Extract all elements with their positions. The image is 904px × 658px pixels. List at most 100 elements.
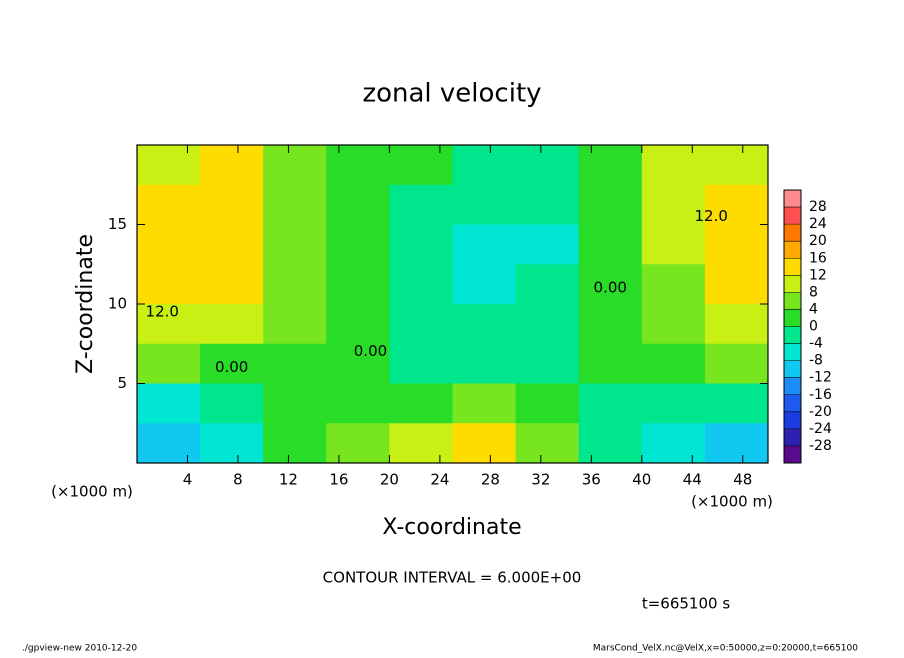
- cell: [137, 423, 201, 464]
- colorbar-bin: [784, 224, 801, 242]
- cell: [515, 184, 580, 225]
- cell: [704, 343, 769, 384]
- cell: [137, 224, 201, 265]
- cell: [389, 224, 453, 265]
- cell: [641, 184, 706, 225]
- cell: [326, 224, 390, 265]
- colorbar-label: -24: [809, 421, 832, 437]
- cell: [578, 145, 643, 186]
- x-tick-label: 12: [279, 471, 298, 489]
- colorbar-bin: [784, 445, 801, 463]
- colorbar-label: 28: [809, 199, 827, 215]
- cell: [515, 145, 580, 186]
- cell: [515, 423, 580, 464]
- contour-label: 12.0: [695, 207, 728, 225]
- cell: [137, 264, 201, 305]
- colorbar-bin: [784, 241, 801, 259]
- cell: [389, 264, 453, 305]
- cell: [578, 423, 643, 464]
- x-tick-label: 8: [233, 471, 243, 489]
- x-tick-label: 20: [380, 471, 399, 489]
- cell: [641, 145, 706, 186]
- cell: [578, 304, 643, 345]
- colorbar-bin: [784, 343, 801, 361]
- cell: [326, 383, 390, 424]
- cell: [578, 383, 643, 424]
- cell: [452, 383, 517, 424]
- cell: [389, 184, 453, 225]
- cell: [200, 145, 264, 186]
- colorbar-label: 12: [809, 267, 827, 283]
- cell: [200, 224, 264, 265]
- cell: [137, 383, 201, 424]
- cell: [704, 264, 769, 305]
- contour-interval: CONTOUR INTERVAL = 6.000E+00: [323, 569, 582, 587]
- cell: [326, 264, 390, 305]
- colorbar-bin: [784, 326, 801, 344]
- cell: [389, 343, 453, 384]
- cell: [326, 184, 390, 225]
- cell: [263, 145, 327, 186]
- cell: [515, 383, 580, 424]
- colorbar-bin: [784, 258, 801, 276]
- cell: [389, 145, 453, 186]
- colorbar-bin: [784, 360, 801, 378]
- cell: [326, 423, 390, 464]
- colorbar-bin: [784, 190, 801, 208]
- contour-label: 12.0: [146, 302, 179, 320]
- cell: [452, 224, 517, 265]
- x-tick-label: 44: [683, 471, 702, 489]
- cell: [263, 343, 327, 384]
- colorbar-label: 24: [809, 216, 827, 232]
- cell: [704, 423, 769, 464]
- colorbar-label: -4: [809, 336, 823, 352]
- colorbar-label: 16: [809, 250, 827, 266]
- colorbar-label: 0: [809, 319, 818, 335]
- x-axis-label: X-coordinate: [382, 515, 521, 540]
- colorbar-label: 8: [809, 284, 818, 300]
- colorbar-label: 20: [809, 233, 827, 249]
- cell: [200, 264, 264, 305]
- cell: [263, 383, 327, 424]
- x-tick-label: 28: [481, 471, 500, 489]
- cell: [200, 343, 264, 384]
- colorbar-bin: [784, 292, 801, 310]
- cell: [326, 304, 390, 345]
- time-label: t=665100 s: [642, 595, 730, 613]
- cell: [704, 184, 769, 225]
- colorbar-label: -8: [809, 353, 823, 369]
- colorbar-bin: [784, 309, 801, 327]
- cell: [452, 184, 517, 225]
- cell: [137, 304, 201, 345]
- cell: [263, 423, 327, 464]
- cell: [263, 184, 327, 225]
- colorbar-bin: [784, 275, 801, 293]
- x-tick-label: 36: [582, 471, 601, 489]
- x-tick-label: 32: [531, 471, 550, 489]
- cell: [200, 423, 264, 464]
- cell: [515, 304, 580, 345]
- y-tick-label: 15: [108, 215, 127, 233]
- footer-left: ./gpview-new 2010-12-20: [22, 644, 137, 654]
- cell: [641, 304, 706, 345]
- cell: [515, 264, 580, 305]
- x-unit: (×1000 m): [51, 483, 133, 501]
- x-tick-label: 40: [632, 471, 651, 489]
- cell: [452, 423, 517, 464]
- cell: [137, 184, 201, 225]
- contour-label: 0.00: [594, 279, 627, 297]
- cell: [326, 343, 390, 384]
- cell: [641, 264, 706, 305]
- cell: [452, 304, 517, 345]
- footer-right: MarsCond_VelX.nc@VelX,x=0:50000,z=0:2000…: [593, 644, 858, 654]
- cell: [641, 224, 706, 265]
- cell: [641, 423, 706, 464]
- cell: [515, 343, 580, 384]
- colorbar-label: -20: [809, 404, 832, 420]
- cell: [704, 383, 769, 424]
- colorbar-label: -28: [809, 438, 832, 454]
- x-tick-label: 16: [329, 471, 348, 489]
- x-tick-label: 24: [430, 471, 449, 489]
- cell: [137, 343, 201, 384]
